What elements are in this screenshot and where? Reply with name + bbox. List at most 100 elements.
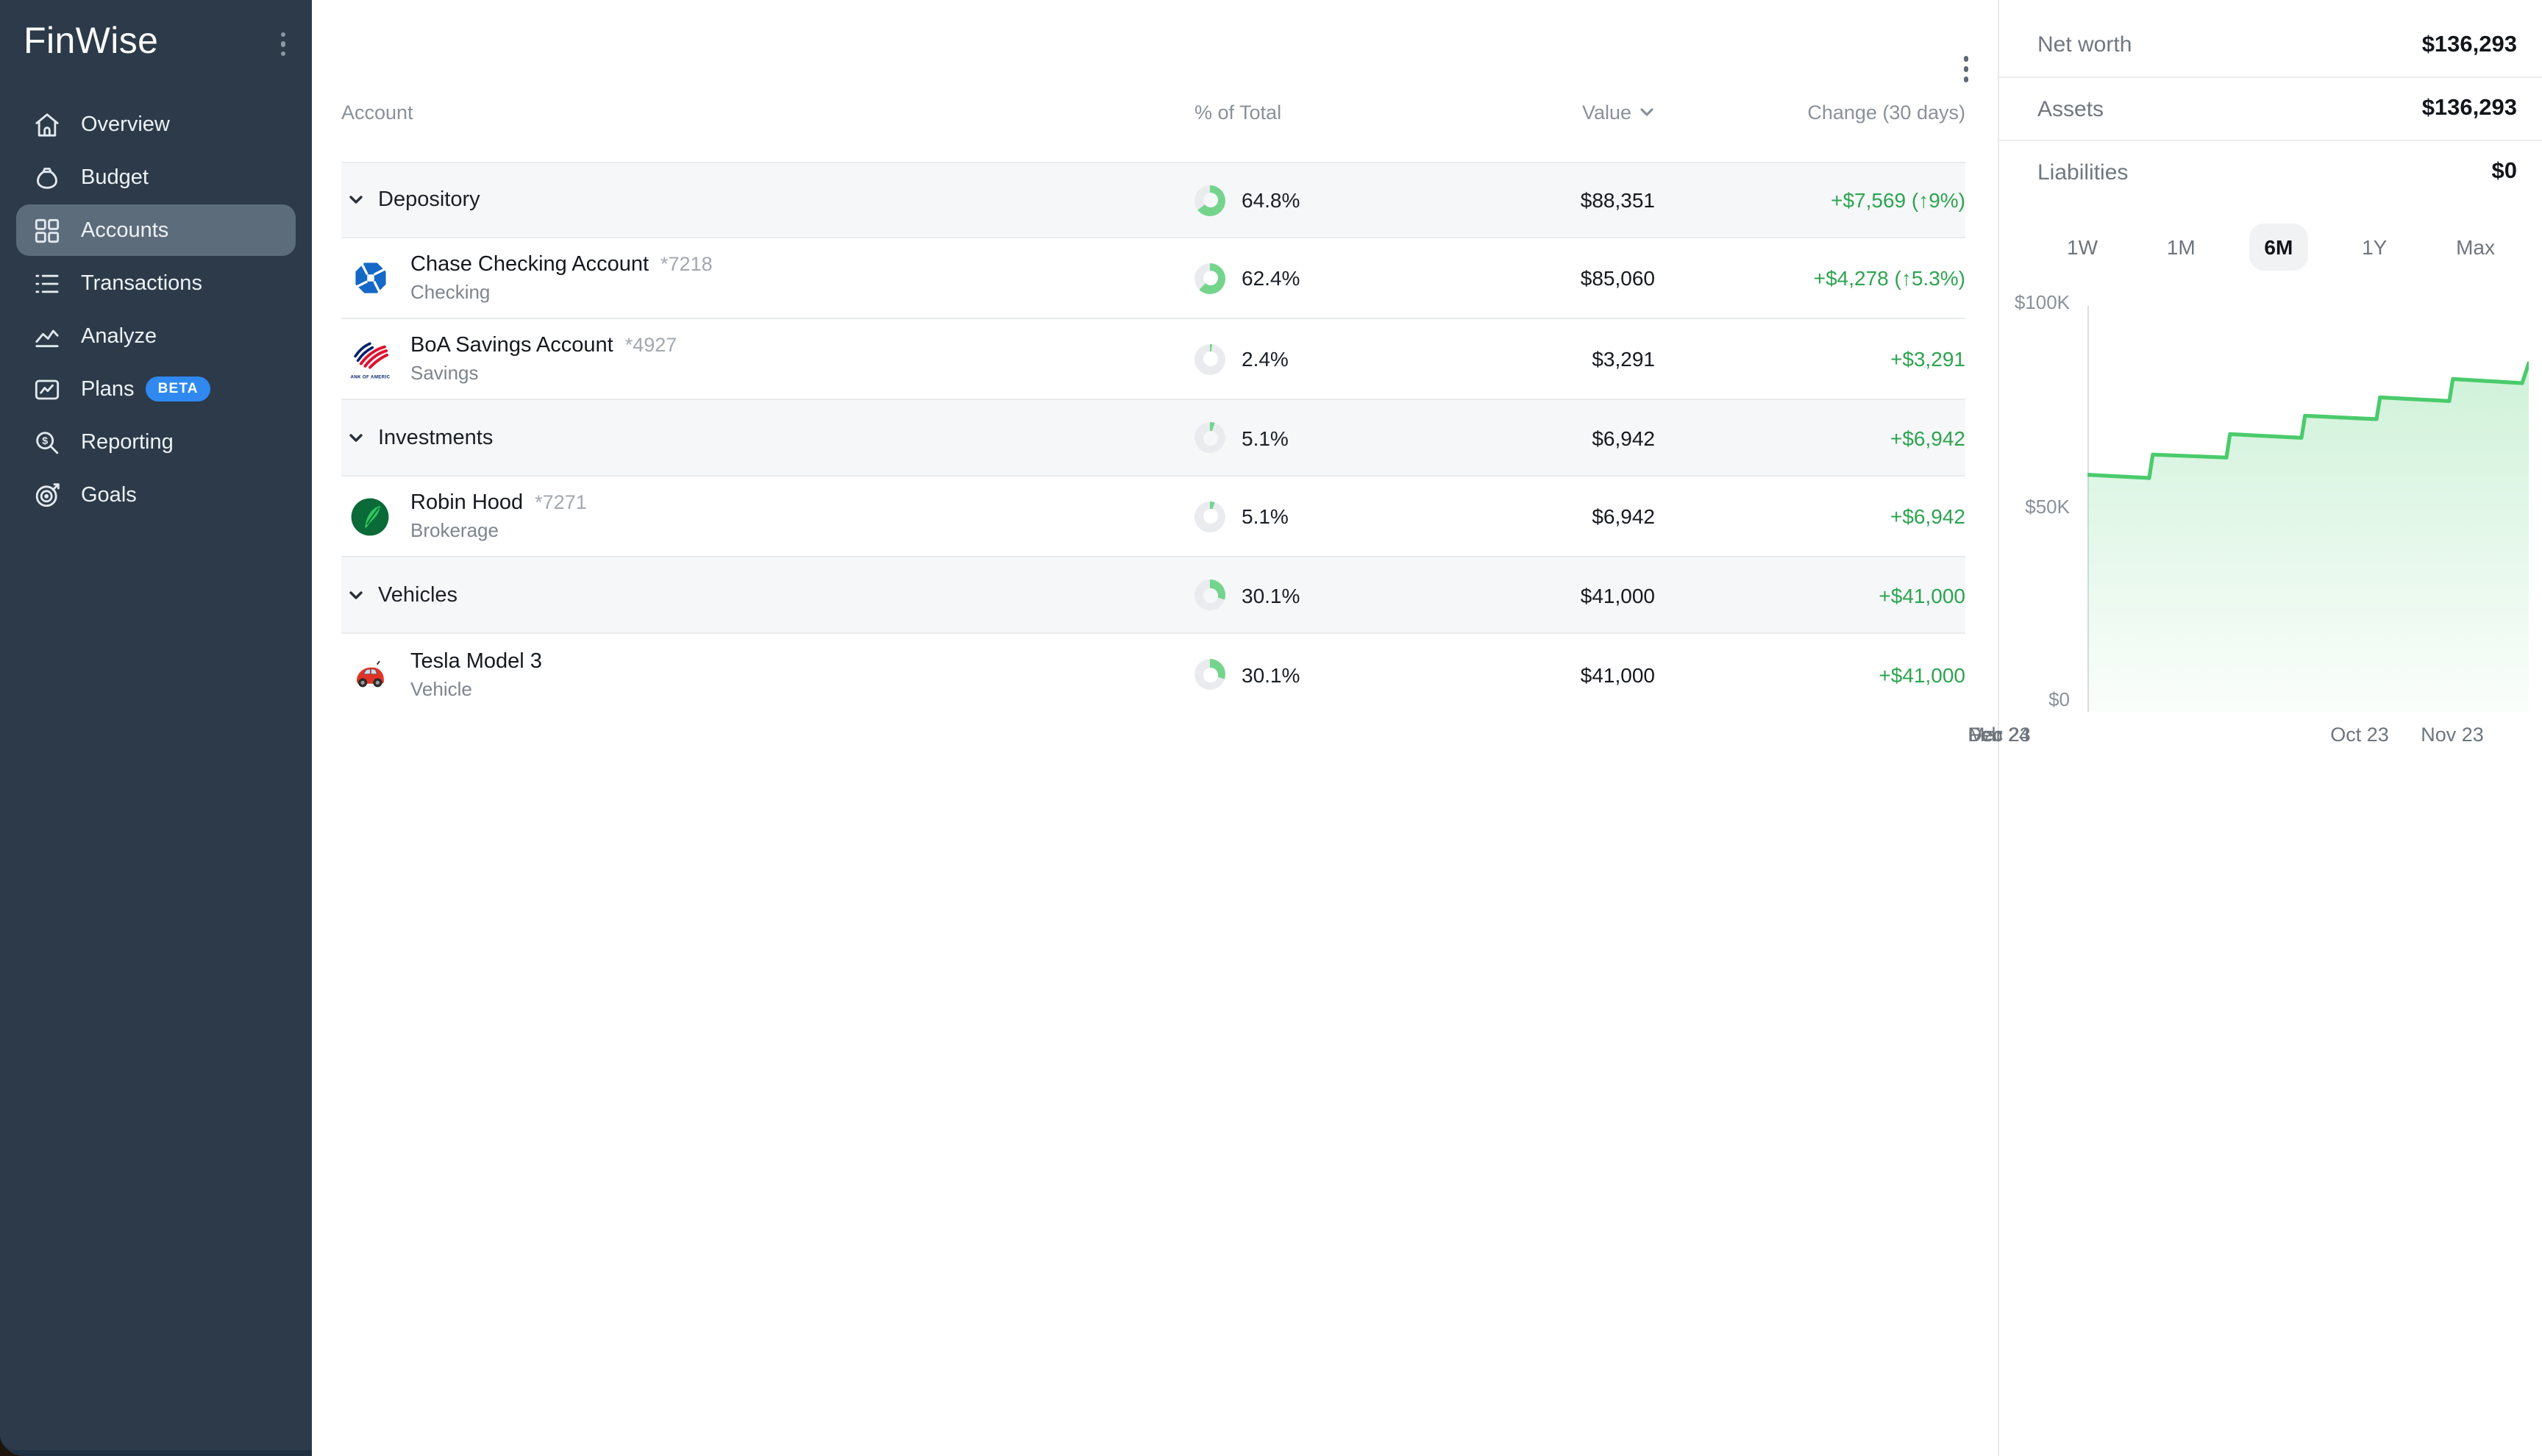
tab-max[interactable]: Max xyxy=(2456,235,2495,259)
account-row[interactable]: Chase Checking Account *7218 Checking 62.4%… xyxy=(341,238,1965,319)
account-change: +$6,942 xyxy=(1890,504,1965,528)
search-dollar-icon: $ xyxy=(32,427,62,457)
pct-of-total: 62.4% xyxy=(1242,266,1300,290)
account-change: +$4,278 (↑5.3%) xyxy=(1813,266,1965,290)
table-kebab-menu-icon[interactable] xyxy=(1963,56,1968,82)
tab-6m[interactable]: 6M xyxy=(2249,224,2308,271)
tab-1w[interactable]: 1W xyxy=(2067,235,2098,259)
header-change: Change (30 days) xyxy=(1807,101,1965,124)
pct-of-total: 5.1% xyxy=(1242,504,1289,528)
sidebar-item-label: Overview xyxy=(81,113,170,136)
sidebar-item-analyze[interactable]: Analyze xyxy=(16,310,296,362)
sidebar-item-label: Analyze xyxy=(81,324,157,348)
sidebar-item-plans[interactable]: Plans BETA xyxy=(16,363,296,415)
summary-list: Net worth $136,293 Assets $136,293 Liabi… xyxy=(1999,0,2542,203)
x-tick-mar24: Mar 24 xyxy=(1968,724,2031,746)
account-name: BoA Savings Account xyxy=(410,334,613,357)
account-name: Tesla Model 3 xyxy=(410,649,542,673)
chevron-down-icon[interactable] xyxy=(347,429,365,446)
tab-1y[interactable]: 1Y xyxy=(2362,235,2388,259)
sidebar-item-label: Goals xyxy=(81,483,137,507)
account-row[interactable]: Robin Hood *7271 Brokerage 5.1% $6,942 +$6,94… xyxy=(341,477,1965,557)
account-row[interactable]: Tesla Model 3 Vehicle 30.1% $41,000 +$41,000 xyxy=(341,634,1965,715)
sidebar-item-overview[interactable]: Overview xyxy=(16,99,296,150)
tab-1m[interactable]: 1M xyxy=(2166,235,2196,259)
networth-label: Net worth xyxy=(2037,32,2132,57)
pct-of-total: 5.1% xyxy=(1242,426,1289,449)
sort-desc-icon[interactable] xyxy=(1639,104,1655,121)
group-label: Investments xyxy=(378,426,494,449)
red-car-icon xyxy=(357,660,384,687)
y-tick-0: $0 xyxy=(2048,688,2070,710)
x-tick-feb24: Feb 24 xyxy=(1968,724,2031,746)
group-row[interactable]: Depository 64.8% $88,351 +$7,569 (↑9%) xyxy=(341,162,1965,238)
account-change: +$7,569 (↑9%) xyxy=(1831,188,1965,212)
pct-of-total: 64.8% xyxy=(1242,188,1300,212)
pct-of-total: 30.1% xyxy=(1242,663,1300,686)
sidebar-item-label: Budget xyxy=(81,165,149,189)
account-type: Savings xyxy=(410,362,479,384)
header-account: Account xyxy=(341,101,413,124)
sidebar-item-label: Accounts xyxy=(81,218,169,242)
beta-badge: BETA xyxy=(146,377,210,402)
allocation-donut xyxy=(1195,659,1225,690)
chevron-down-icon[interactable] xyxy=(347,191,365,209)
chevron-down-icon[interactable] xyxy=(347,586,365,604)
allocation-donut xyxy=(1195,422,1225,453)
accounts-main: Account % of Total Value Change (30 days… xyxy=(312,0,1998,1456)
group-row[interactable]: Vehicles 30.1% $41,000 +$41,000 xyxy=(341,557,1965,634)
target-icon xyxy=(32,480,62,510)
list-icon xyxy=(32,268,62,298)
liabilities-label: Liabilities xyxy=(2037,160,2129,185)
group-row[interactable]: Investments 5.1% $6,942 +$6,942 xyxy=(341,400,1965,477)
account-type: Vehicle xyxy=(410,677,472,699)
allocation-donut xyxy=(1195,579,1225,610)
sidebar-nav: Overview Budget Accounts Transactions Analyz… xyxy=(0,97,312,522)
sidebar-item-transactions[interactable]: Transactions xyxy=(16,257,296,309)
x-tick-nov23: Nov 23 xyxy=(2421,724,2484,746)
sidebar-item-goals[interactable]: Goals xyxy=(16,469,296,521)
allocation-donut xyxy=(1195,185,1225,215)
y-tick-50k: $50K xyxy=(2025,496,2070,518)
account-value: $41,000 xyxy=(1580,583,1655,607)
allocation-donut xyxy=(1195,343,1225,374)
account-row[interactable]: BANK OF AMERICA BoA Savings Account *4927 S… xyxy=(341,319,1965,400)
sidebar-item-budget[interactable]: Budget xyxy=(16,151,296,203)
account-value: $6,942 xyxy=(1592,504,1655,528)
bank-of-america-logo: BANK OF AMERICA xyxy=(350,341,390,379)
assets-row: Assets $136,293 xyxy=(1999,76,2542,140)
sidebar: FinWise Overview Budget Accounts Transactio… xyxy=(0,0,312,1450)
account-mask: *7218 xyxy=(661,253,713,275)
liabilities-row: Liabilities $0 xyxy=(1999,140,2542,203)
assets-label: Assets xyxy=(2037,96,2104,121)
pct-of-total: 30.1% xyxy=(1242,583,1300,607)
account-value: $6,942 xyxy=(1592,426,1655,449)
sidebar-item-label: Reporting xyxy=(81,430,174,454)
y-tick-100k: $100K xyxy=(2014,291,2070,313)
svg-text:$: $ xyxy=(42,435,48,446)
account-mask: *7271 xyxy=(535,491,587,513)
networth-panel: Net worth $136,293 Assets $136,293 Liabi… xyxy=(1968,0,2542,1456)
pct-of-total: 2.4% xyxy=(1242,347,1289,371)
x-tick-dec23: Dec 23 xyxy=(1968,724,2031,746)
liabilities-value: $0 xyxy=(2491,159,2518,184)
money-bag-icon xyxy=(32,163,62,192)
group-label: Depository xyxy=(378,188,480,212)
account-change: +$41,000 xyxy=(1879,583,1965,607)
sidebar-kebab-menu-icon[interactable] xyxy=(280,32,285,57)
image-chart-icon xyxy=(32,374,62,404)
sidebar-item-reporting[interactable]: $ Reporting xyxy=(16,416,296,468)
allocation-donut xyxy=(1195,263,1225,293)
x-tick-oct23: Oct 23 xyxy=(2330,724,2389,746)
account-value: $41,000 xyxy=(1580,663,1655,686)
area-chart-icon xyxy=(32,321,62,351)
sidebar-item-label: Transactions xyxy=(81,271,202,295)
account-name: Robin Hood xyxy=(410,491,524,515)
time-range-tabs: 1W 1M 6M 1Y Max xyxy=(2052,224,2510,271)
account-type: Brokerage xyxy=(410,519,499,541)
app-logo: FinWise xyxy=(24,21,159,62)
header-value[interactable]: Value xyxy=(1581,101,1631,124)
group-label: Vehicles xyxy=(378,583,458,607)
sidebar-item-accounts[interactable]: Accounts xyxy=(16,204,296,256)
